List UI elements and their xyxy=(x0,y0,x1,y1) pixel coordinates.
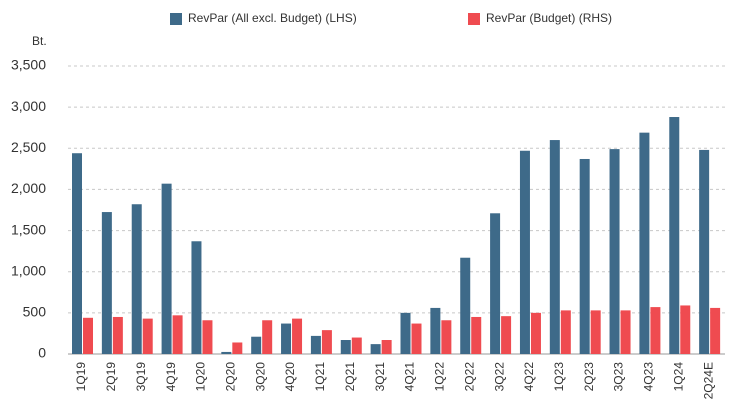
x-tick-label: 2Q23 xyxy=(582,362,596,392)
bar xyxy=(669,117,680,354)
x-tick-label: 4Q23 xyxy=(642,362,656,392)
bar xyxy=(530,312,541,354)
bar xyxy=(549,140,560,354)
x-tick-label: 2Q21 xyxy=(343,362,357,392)
bar xyxy=(321,330,332,354)
x-tick-label: 1Q23 xyxy=(552,362,566,392)
bar xyxy=(251,336,262,354)
x-tick-label: 1Q19 xyxy=(74,362,88,392)
x-tick-label: 1Q21 xyxy=(313,362,327,392)
bar xyxy=(699,149,710,354)
y-tick-label: 1,500 xyxy=(11,221,46,237)
x-tick-label: 4Q21 xyxy=(403,362,417,392)
bar xyxy=(560,310,571,354)
y-tick-label: 2,000 xyxy=(11,180,46,196)
bar xyxy=(72,153,82,354)
bar xyxy=(680,305,691,354)
bar xyxy=(112,316,123,354)
bar xyxy=(490,213,501,354)
bar xyxy=(232,342,243,354)
bar xyxy=(381,340,392,354)
bar xyxy=(351,337,362,354)
legend-swatch xyxy=(170,13,182,25)
bar xyxy=(131,204,142,354)
bar xyxy=(101,212,112,354)
bar xyxy=(620,310,631,354)
bar xyxy=(172,315,183,354)
bar xyxy=(83,317,93,354)
x-tick-label: 1Q20 xyxy=(194,362,208,392)
bar xyxy=(161,183,172,354)
x-tick-label: 1Q22 xyxy=(433,362,447,392)
x-tick-label: 4Q22 xyxy=(522,362,536,392)
bar xyxy=(411,323,422,354)
legend-swatch xyxy=(468,13,480,25)
x-tick-label: 4Q19 xyxy=(164,362,178,392)
bar xyxy=(221,351,232,354)
y-tick-label: 0 xyxy=(38,345,46,361)
y-axis-label: Bt. xyxy=(32,34,47,48)
legend-label: RevPar (Budget) (RHS) xyxy=(486,11,612,25)
bar xyxy=(292,318,303,354)
bar xyxy=(471,316,482,354)
x-tick-label: 2Q19 xyxy=(104,362,118,392)
x-tick-label: 1Q24 xyxy=(671,362,685,392)
bar xyxy=(609,149,620,354)
y-tick-label: 500 xyxy=(23,304,47,320)
x-tick-label: 3Q20 xyxy=(253,362,267,392)
x-tick-label: 2Q22 xyxy=(462,362,476,392)
bar xyxy=(400,312,411,354)
y-tick-label: 2,500 xyxy=(11,139,46,155)
bar xyxy=(650,307,661,354)
bar xyxy=(519,150,530,354)
bar xyxy=(590,310,601,354)
legend-label: RevPar (All excl. Budget) (LHS) xyxy=(188,11,357,25)
bar xyxy=(639,132,650,354)
bar xyxy=(579,158,590,354)
bar xyxy=(710,307,721,354)
x-tick-label: 3Q21 xyxy=(373,362,387,392)
bar xyxy=(202,320,213,354)
bar xyxy=(460,257,471,354)
bar xyxy=(430,307,441,354)
bar xyxy=(262,320,273,354)
x-tick-label: 3Q23 xyxy=(612,362,626,392)
x-tick-label: 4Q20 xyxy=(283,362,297,392)
x-tick-label: 3Q22 xyxy=(492,362,506,392)
bar xyxy=(310,335,321,354)
bar xyxy=(501,316,512,354)
bar xyxy=(191,241,202,354)
y-tick-label: 3,500 xyxy=(11,57,46,73)
x-tick-label: 2Q20 xyxy=(223,362,237,392)
bar xyxy=(441,320,452,354)
x-tick-label: 2Q24E xyxy=(701,362,715,399)
bar xyxy=(281,323,292,354)
bar xyxy=(142,318,153,354)
y-tick-label: 3,000 xyxy=(11,98,46,114)
x-tick-label: 3Q19 xyxy=(134,362,148,392)
bar xyxy=(370,344,381,354)
y-tick-label: 1,000 xyxy=(11,262,46,278)
bar xyxy=(340,340,351,354)
